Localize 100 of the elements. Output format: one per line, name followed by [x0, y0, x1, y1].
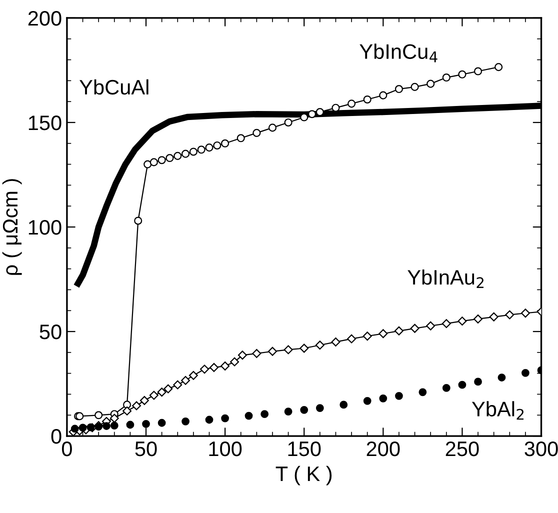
point: [442, 74, 450, 82]
point: [142, 420, 150, 428]
point: [150, 158, 158, 166]
point: [315, 340, 324, 350]
point: [102, 422, 110, 430]
point: [94, 411, 103, 420]
point: [489, 312, 498, 322]
point: [164, 384, 173, 394]
point: [200, 364, 209, 374]
point: [300, 113, 308, 122]
point: [426, 321, 436, 330]
point: [522, 368, 530, 377]
point: [181, 376, 190, 385]
point: [244, 412, 253, 420]
point: [260, 410, 269, 418]
point: [442, 384, 450, 392]
point: [458, 70, 466, 78]
point: [182, 417, 190, 426]
point: [362, 332, 372, 341]
point: [230, 357, 240, 366]
y-axis-title: ρ ( μΩcm ): [2, 179, 22, 275]
point: [378, 329, 388, 338]
point: [140, 396, 149, 405]
point: [236, 134, 245, 142]
point: [78, 424, 87, 432]
y-tick-label: 0: [51, 429, 62, 444]
point: [498, 374, 506, 382]
point: [332, 104, 340, 112]
point: [300, 406, 308, 414]
x-tick-label: 200: [366, 441, 400, 456]
y-tick-label: 100: [28, 220, 62, 235]
point: [157, 388, 166, 397]
point: [520, 308, 530, 318]
point: [284, 118, 292, 127]
point: [474, 378, 482, 386]
point: [394, 85, 403, 94]
point: [379, 394, 388, 402]
point: [110, 422, 118, 430]
point: [110, 414, 119, 423]
point: [363, 396, 372, 405]
x-axis-title: T ( K ): [276, 466, 332, 486]
point: [474, 314, 483, 324]
point: [213, 141, 222, 150]
point: [134, 216, 142, 225]
x-tick-label: 150: [288, 441, 321, 456]
point: [458, 316, 467, 326]
point: [418, 388, 427, 396]
point: [252, 128, 261, 137]
x-tick-label: 50: [135, 441, 157, 456]
annotation: YbInAu$_{2}$: [408, 269, 484, 288]
point: [494, 63, 503, 72]
point: [221, 139, 230, 148]
point: [300, 344, 309, 353]
point: [379, 91, 388, 100]
point: [268, 346, 277, 356]
point: [410, 82, 419, 91]
point: [340, 400, 348, 409]
point: [174, 152, 182, 160]
point: [220, 362, 230, 371]
point: [182, 150, 190, 158]
point: [284, 345, 293, 354]
point: [132, 401, 142, 410]
x-tick-label: 250: [446, 441, 479, 456]
y-tick-label: 200: [28, 10, 62, 26]
x-tick-label: 0: [62, 441, 72, 456]
point: [474, 67, 482, 76]
point: [363, 95, 372, 104]
point: [316, 404, 324, 412]
x-tick-label: 100: [209, 441, 242, 456]
point: [442, 319, 451, 328]
point: [70, 424, 79, 433]
point: [158, 418, 166, 427]
point: [188, 370, 198, 380]
point: [505, 310, 514, 320]
point: [189, 148, 198, 156]
annotation: YbInCu$_{4}$: [360, 44, 438, 62]
point: [394, 326, 404, 336]
point: [426, 80, 435, 88]
point: [458, 380, 466, 389]
point: [144, 160, 152, 168]
annotation: YbAl$_{2}$: [472, 401, 524, 420]
point: [284, 408, 292, 416]
point: [205, 416, 214, 424]
y-tick-label: 150: [28, 115, 62, 130]
point: [210, 363, 218, 372]
point: [123, 400, 132, 409]
point: [166, 154, 174, 162]
annotation: YbCuAl: [80, 79, 148, 95]
point: [126, 420, 134, 429]
point: [347, 334, 356, 344]
point: [149, 390, 158, 400]
point: [221, 414, 230, 422]
point: [173, 380, 182, 390]
point: [331, 337, 340, 346]
point: [205, 144, 214, 152]
x-tick-label: 300: [524, 441, 558, 456]
point: [197, 146, 206, 154]
point: [395, 392, 403, 400]
point: [268, 124, 277, 132]
point: [238, 350, 247, 360]
